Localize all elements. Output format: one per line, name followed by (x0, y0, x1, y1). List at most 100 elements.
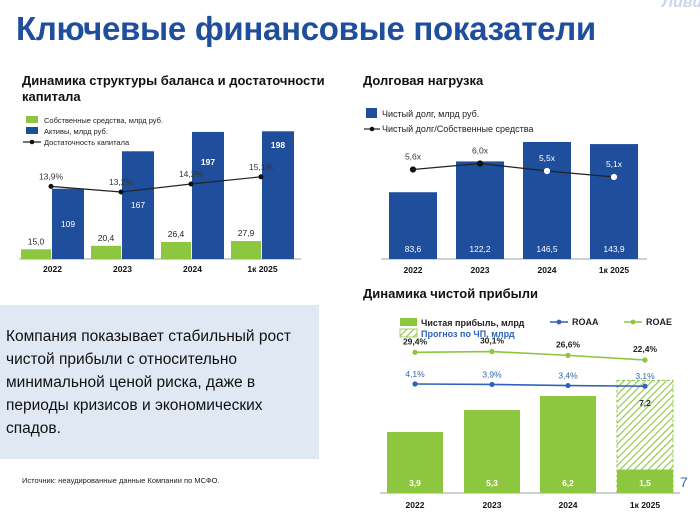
legend-roaa-marker (556, 319, 562, 325)
debt-chart: 83,6 2022 122,2 2023 146,5 2024 143,9 1к 2025 5,… (364, 108, 647, 275)
legend-roaa-label: ROAA (572, 317, 599, 327)
car-label: 15,1% (249, 162, 274, 172)
legend-net-profit-swatch (400, 318, 417, 326)
legend-net-debt-label: Чистый долг, млрд руб. (382, 109, 479, 119)
legend-roae-label: ROAE (646, 317, 672, 327)
balance-x-tick: 2022 (43, 264, 62, 274)
assets-bar (262, 131, 294, 259)
leverage-point (610, 173, 618, 181)
net-profit-label: 6,2 (562, 478, 574, 488)
page-number: 7 (680, 474, 688, 490)
legend-net-profit-label: Чистая прибыль, млрд (421, 318, 525, 328)
net-debt-label: 146,5 (536, 244, 558, 254)
legend-equity-swatch (26, 116, 38, 123)
roaa-label: 3,4% (558, 371, 578, 381)
roaa-point (642, 383, 648, 389)
net-profit-bar (387, 431, 443, 493)
page-title: Ключевые финансовые показатели (16, 10, 596, 47)
profit-chart: 3,9 2022 5,3 2023 6,2 2024 7,2 1,5 1к 2025 29,4% 3… (380, 317, 680, 510)
legend-assets-swatch (26, 127, 38, 134)
roae-label: 26,6% (556, 339, 581, 349)
assets-label: 198 (271, 140, 285, 150)
balance-x-tick: 2024 (183, 264, 202, 274)
balance-x-tick: 1к 2025 (247, 264, 278, 274)
profit-x-tick: 2023 (483, 500, 502, 510)
net-profit-bar (540, 396, 596, 493)
legend-car-label: Достаточность капитала (44, 138, 130, 147)
net-debt-bar (389, 192, 437, 259)
net-profit-label: 1,5 (639, 478, 651, 488)
profit-x-tick: 2024 (559, 500, 578, 510)
legend-forecast-label: Прогноз по ЧП, млрд (421, 329, 515, 339)
legend-equity-label: Собственные средства, млрд руб. (44, 116, 163, 125)
legend-assets-label: Активы, млрд руб. (44, 127, 108, 136)
equity-bar (91, 245, 121, 259)
equity-label: 27,9 (238, 228, 255, 238)
leverage-point (476, 160, 484, 167)
forecast-label: 7,2 (639, 398, 651, 408)
profit-x-tick: 1к 2025 (630, 500, 661, 510)
roaa-point (565, 382, 571, 389)
net-profit-label: 5,3 (486, 478, 498, 488)
assets-label: 167 (131, 200, 145, 210)
debt-x-tick: 2024 (538, 265, 557, 275)
summary-text: Компания показывает стабильный рост чист… (6, 328, 291, 437)
car-label: 13,2% (109, 177, 134, 187)
legend-forecast-swatch (399, 328, 418, 338)
summary-callout: Компания показывает стабильный рост чист… (0, 305, 319, 459)
net-debt-label: 143,9 (603, 244, 625, 254)
car-point (188, 181, 194, 187)
net-debt-bar (456, 161, 504, 259)
roaa-label: 3,1% (635, 371, 655, 381)
leverage-point (543, 167, 551, 175)
equity-bar (161, 241, 191, 259)
balance-chart: 15,0 109 2022 20,4 167 2023 26,4 197 2024 27,9 198… (19, 116, 301, 274)
net-profit-bar (617, 469, 673, 493)
balance-x-tick: 2023 (113, 264, 132, 274)
roae-line (414, 350, 646, 361)
roae-label: 29,4% (403, 336, 428, 346)
balance-chart-title: Динамика структуры баланса и достаточнос… (22, 73, 325, 104)
roae-label: 30,1% (480, 336, 505, 346)
profit-x-tick: 2022 (406, 500, 425, 510)
net-debt-bar (590, 144, 638, 259)
assets-label: 197 (201, 157, 215, 167)
roaa-label: 3,9% (482, 369, 502, 379)
profit-chart-title: Динамика чистой прибыли (363, 286, 538, 301)
roae-point (489, 348, 495, 355)
legend-roae-marker (630, 319, 636, 325)
roaa-line (414, 383, 646, 387)
assets-bar (52, 188, 84, 259)
legend-car-marker (29, 139, 35, 145)
company-logo: Ливиз (662, 0, 700, 11)
assets-label: 109 (61, 219, 75, 229)
leverage-label: 5,5x (539, 153, 556, 163)
net-debt-label: 83,6 (405, 244, 422, 254)
assets-bar (122, 151, 154, 259)
roae-point (412, 349, 418, 355)
roaa-label: 4,1% (405, 369, 425, 379)
leverage-label: 6,0x (472, 146, 489, 156)
car-label: 14,2% (179, 169, 204, 179)
legend-net-debt-swatch (366, 108, 377, 118)
equity-bar (231, 241, 261, 259)
equity-label: 20,4 (98, 233, 115, 243)
car-point (118, 189, 124, 195)
net-debt-bar (523, 142, 571, 259)
legend-leverage-label: Чистый долг/Собственные средства (382, 124, 533, 134)
leverage-label: 5,1x (606, 159, 623, 169)
car-point (258, 174, 264, 180)
leverage-line (412, 162, 615, 178)
source-note: Источник: неаудированные данные Компании… (22, 476, 220, 485)
roae-point (642, 357, 648, 363)
debt-x-tick: 1к 2025 (599, 265, 630, 275)
equity-bar (21, 249, 51, 259)
legend-leverage-marker (369, 126, 375, 132)
equity-label: 26,4 (168, 229, 185, 239)
assets-bar (192, 131, 224, 259)
roae-point (565, 352, 571, 358)
roaa-point (489, 381, 495, 388)
net-debt-label: 122,2 (469, 244, 491, 254)
roaa-point (412, 381, 418, 387)
car-line (50, 176, 262, 193)
